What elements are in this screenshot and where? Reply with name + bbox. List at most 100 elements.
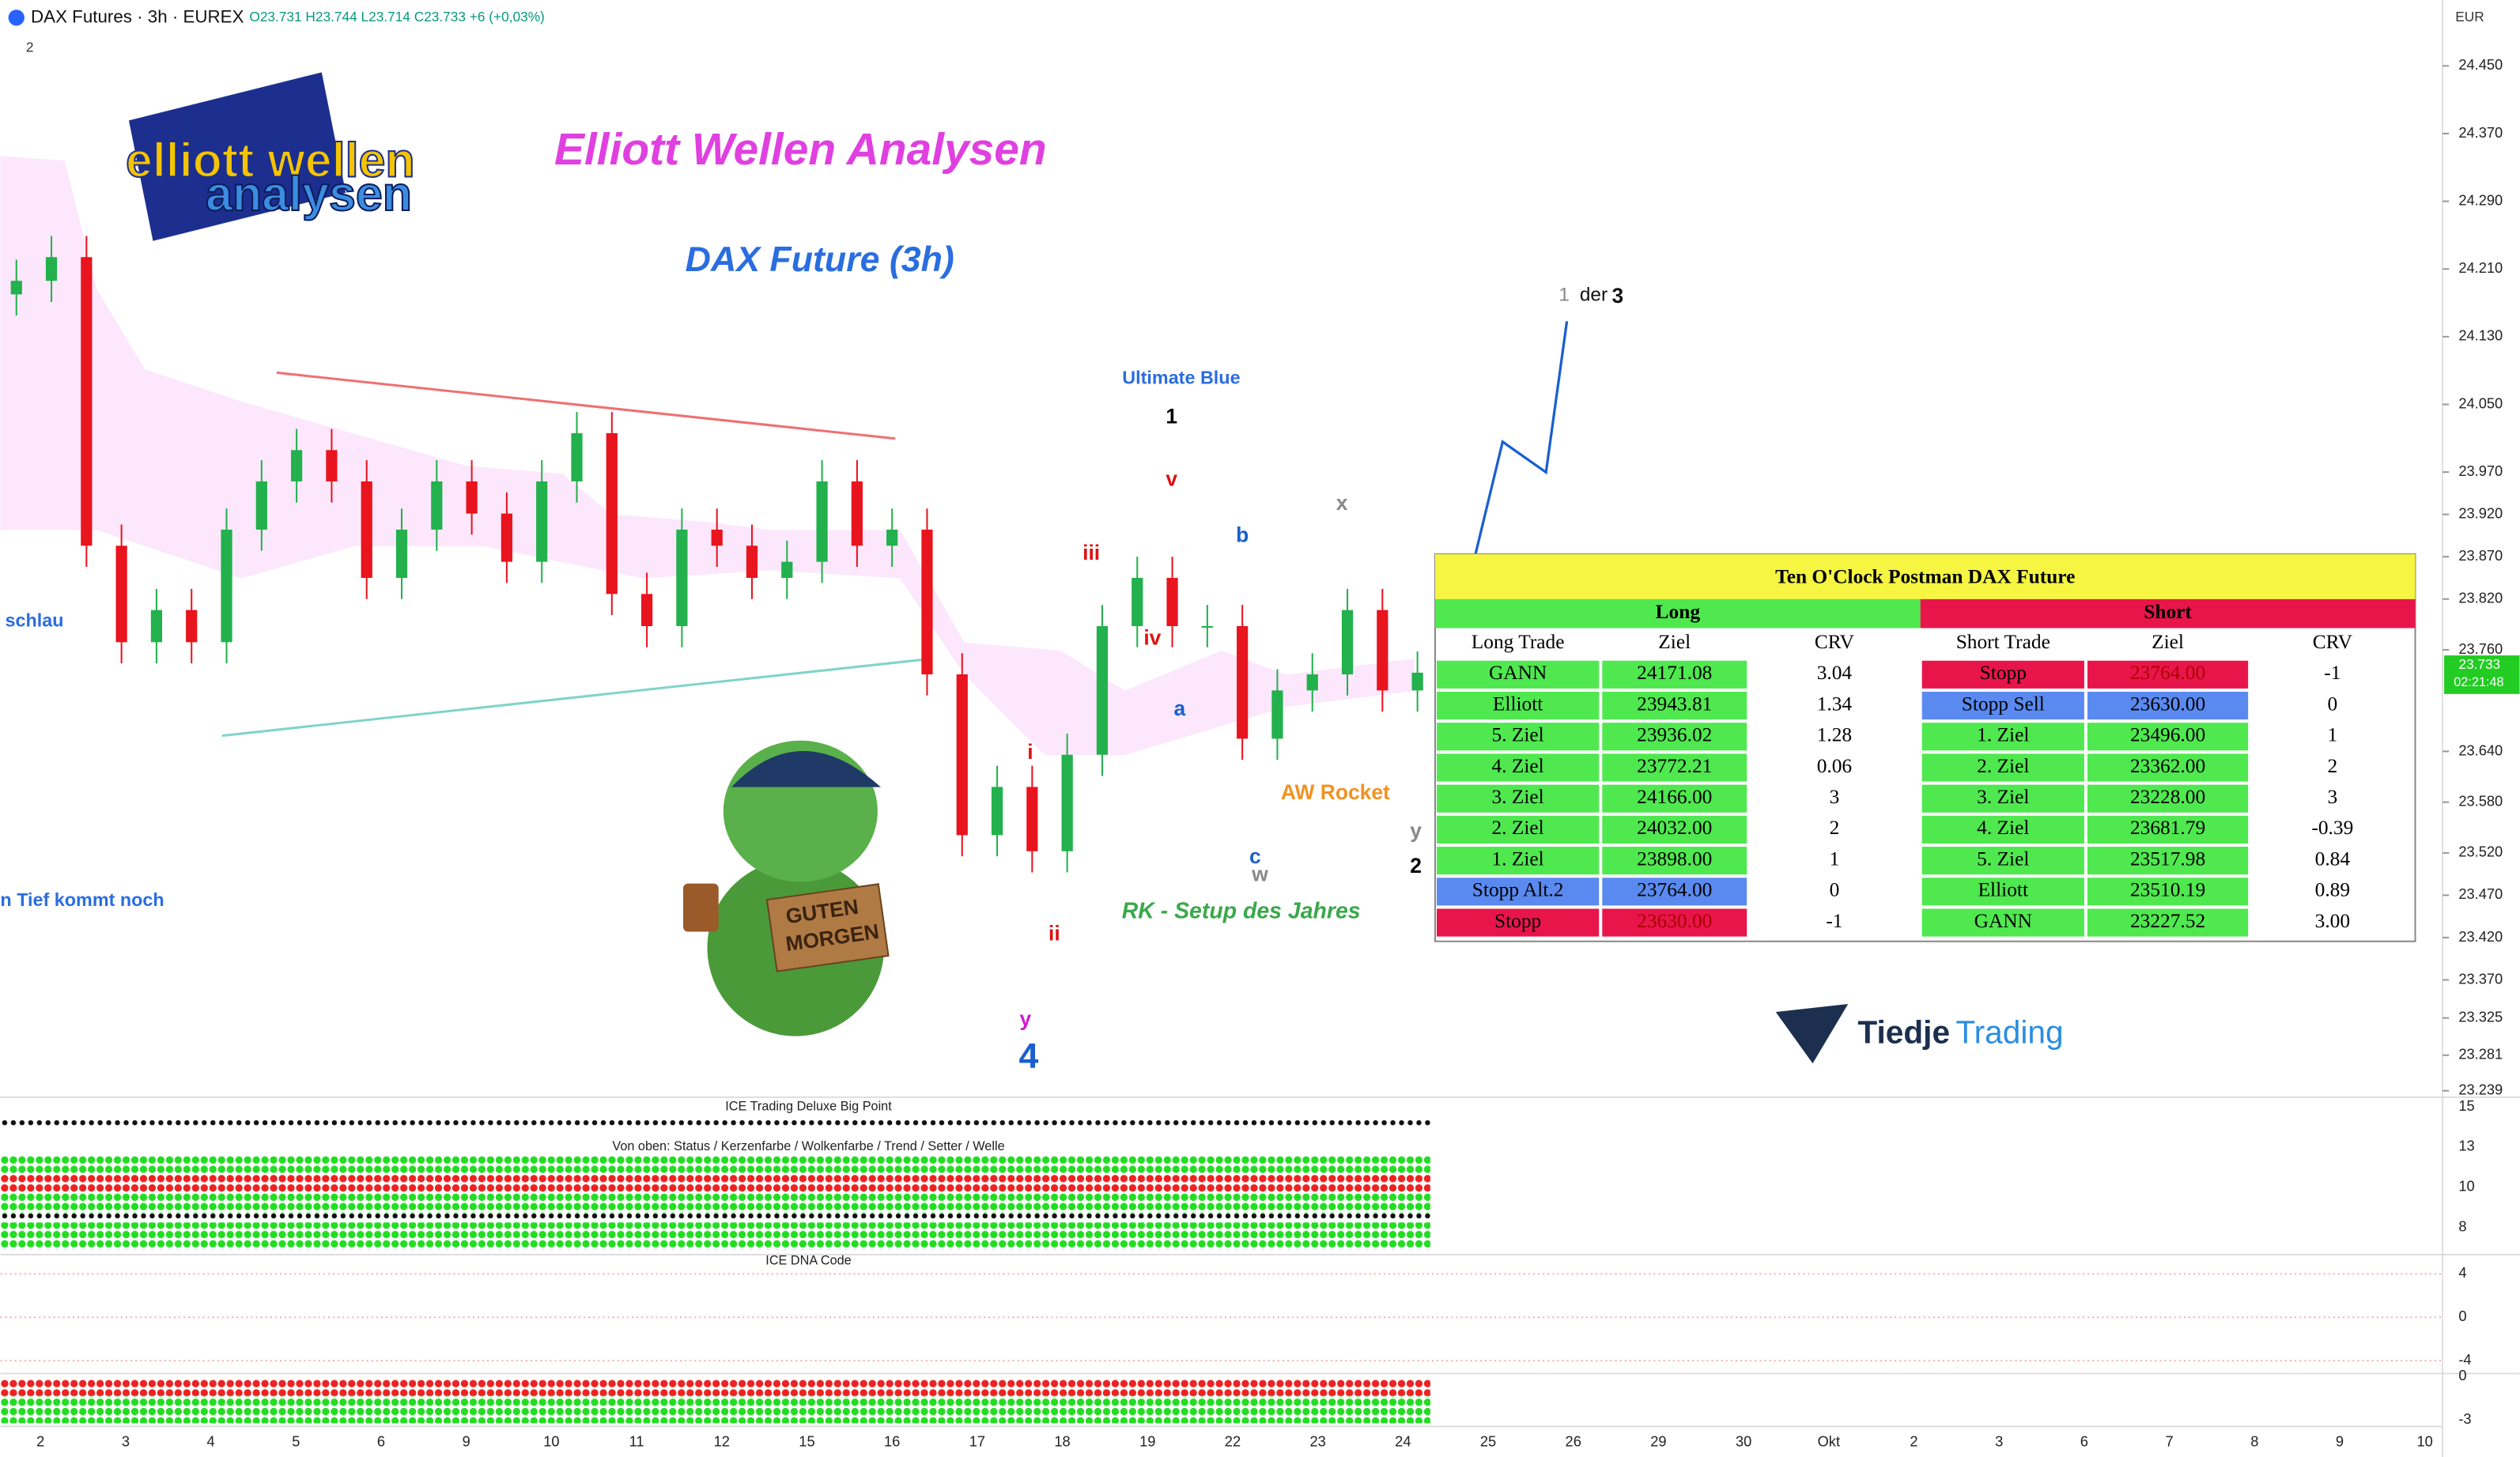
- table-cell-text: 3. Ziel: [1492, 786, 1544, 808]
- table-cell: [1750, 815, 1919, 844]
- table-cell-text: Elliott: [1493, 693, 1543, 715]
- table-cell: [1602, 660, 1747, 689]
- wave-label: ii: [1048, 922, 1060, 946]
- table-cell-text: 2. Ziel: [1977, 755, 2029, 777]
- candle-body: [921, 529, 933, 675]
- table-cell: [1921, 878, 2084, 906]
- x-tick-label: 7: [2166, 1433, 2174, 1450]
- ind-tick-label: 4: [2458, 1264, 2466, 1281]
- y-tick-label: 24.290: [2458, 191, 2503, 208]
- proj-der: der: [1580, 284, 1608, 305]
- y-tick-label: 23.760: [2458, 640, 2503, 657]
- y-tick-label: 23.239: [2458, 1081, 2503, 1098]
- table-header: CRV: [1815, 631, 1855, 653]
- table-cell-text: 1.28: [1817, 724, 1852, 746]
- y-tick-label: 24.130: [2458, 327, 2503, 344]
- table-cell-text: 1: [1830, 847, 1840, 870]
- symbol-icon: [8, 9, 25, 26]
- y-tick-label: 24.450: [2458, 56, 2503, 73]
- brand-a: Tiedje: [1857, 1013, 1950, 1050]
- logo-flag: [128, 72, 346, 241]
- table-cell: [1437, 815, 1600, 844]
- candle-body: [326, 450, 338, 481]
- table-title-bg: [1434, 554, 2416, 599]
- table-cell-text: 23496.00: [2130, 724, 2205, 746]
- y-tick-label: 23.325: [2458, 1008, 2503, 1025]
- candle-body: [711, 529, 723, 546]
- table-cell: [2251, 784, 2414, 813]
- candle-body: [1271, 690, 1283, 739]
- table-cell-text: 1: [2327, 724, 2337, 746]
- y-tick-label: 23.820: [2458, 590, 2503, 606]
- wave-label: v: [1166, 467, 1177, 491]
- currency[interactable]: EUR: [2455, 9, 2484, 25]
- x-tick-label: 22: [1225, 1433, 1241, 1450]
- candle-body: [150, 610, 163, 643]
- table-cell-text: 23227.52: [2130, 910, 2205, 932]
- pane-count[interactable]: 2: [26, 40, 34, 55]
- candle-body: [1201, 625, 1213, 628]
- table-cell-text: 23943.81: [1637, 693, 1712, 715]
- rk-setup: RK - Setup des Jahres: [1122, 899, 1361, 924]
- long-label: Long: [1656, 601, 1701, 623]
- table-cell-text: 1. Ziel: [1977, 724, 2029, 746]
- table-title: Ten O'Clock Postman DAX Future: [1775, 565, 2075, 587]
- table-cell: [2251, 815, 2414, 844]
- table-cell: [2251, 753, 2414, 782]
- table-cell-text: 23764.00: [2130, 662, 2205, 684]
- table-cell-text: 3.00: [2315, 910, 2350, 932]
- candle-body: [1096, 625, 1109, 755]
- x-tick-label: 8: [2250, 1433, 2258, 1450]
- table-cell-text: 23898.00: [1637, 847, 1712, 870]
- table-cell-text: 0.06: [1817, 755, 1852, 777]
- price-tag: 23.733: [2458, 656, 2500, 672]
- table-cell-text: 4. Ziel: [1977, 817, 2029, 839]
- x-tick-label: Okt: [1818, 1433, 1840, 1450]
- x-tick-label: 2: [36, 1433, 44, 1450]
- dot-row: [0, 1395, 1430, 1424]
- candle-body: [676, 529, 688, 626]
- x-tick-label: 9: [2336, 1433, 2344, 1450]
- x-tick-label: 5: [292, 1433, 300, 1450]
- y-tick-label: 23.420: [2458, 928, 2503, 945]
- candle-body: [395, 529, 408, 578]
- table-cell-text: 4. Ziel: [1492, 755, 1544, 777]
- dot-row: [0, 1222, 1430, 1250]
- x-tick-label: 23: [1309, 1433, 1325, 1450]
- candle-body: [816, 481, 828, 562]
- candle-body: [10, 281, 22, 295]
- table-cell: [2251, 878, 2414, 906]
- y-tick-label: 24.210: [2458, 259, 2503, 276]
- x-tick-label: 25: [1480, 1433, 1496, 1450]
- table-cell: [1602, 847, 1747, 875]
- candle-body: [640, 594, 653, 626]
- table-cell-text: 0: [2327, 693, 2337, 715]
- ind-dna: ICE DNA Code: [765, 1253, 851, 1267]
- table-cell-text: 3: [2327, 786, 2337, 808]
- table-cell-text: Stopp Sell: [1962, 693, 2045, 715]
- table-cell: [1602, 784, 1747, 813]
- table-cell-text: 24032.00: [1637, 817, 1712, 839]
- wave-label: x: [1336, 491, 1348, 515]
- short-label: Short: [2144, 601, 2192, 623]
- table-cell: [1921, 784, 2084, 813]
- y-tick-label: 24.050: [2458, 394, 2503, 411]
- x-tick-label: 30: [1736, 1433, 1751, 1450]
- x-tick-label: 29: [1650, 1433, 1666, 1450]
- title: Elliott Wellen Analysen: [554, 124, 1047, 175]
- table-cell-text: 2: [2327, 755, 2337, 777]
- table-cell-text: 23510.19: [2130, 879, 2205, 901]
- table-cell: [1437, 784, 1600, 813]
- wave-label: 2: [1410, 854, 1422, 878]
- table-cell-text: -1: [2324, 662, 2341, 684]
- y-tick-label: 23.281: [2458, 1046, 2503, 1063]
- table-cell: [1921, 660, 2084, 689]
- table-cell-text: 0.84: [2315, 847, 2351, 870]
- candle-body: [1061, 754, 1073, 851]
- wave-label: i: [1027, 740, 1033, 764]
- table-cell-text: Elliott: [1978, 879, 2028, 901]
- price-tag-bg: [2444, 655, 2520, 694]
- wave-label: 4: [1018, 1037, 1038, 1076]
- x-tick-label: 16: [884, 1433, 900, 1450]
- note-schlau: schlau: [6, 610, 64, 631]
